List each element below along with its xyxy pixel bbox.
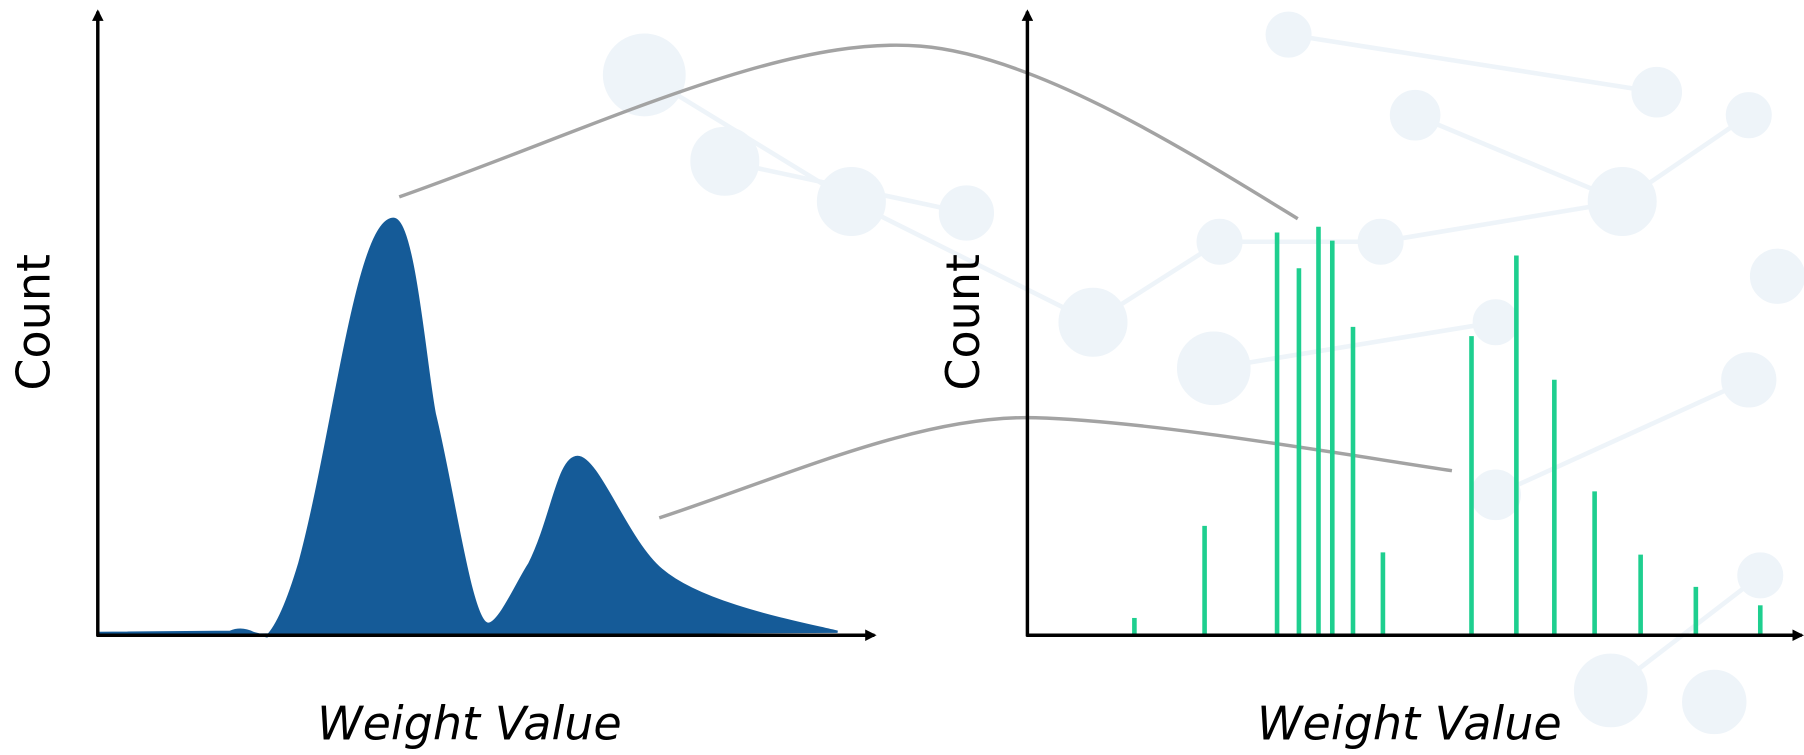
diagram: Count Weight Value Count Weight Value xyxy=(0,0,1804,755)
page: {"left_panel": {"y_label": "Count", "x_l… xyxy=(0,0,1804,755)
density-curve xyxy=(98,219,838,637)
x-axis-label: Weight Value xyxy=(1257,697,1562,751)
x-axis-label: Weight Value xyxy=(317,697,622,751)
y-axis-label: Count xyxy=(6,254,60,391)
quantized-spikes xyxy=(1134,227,1760,635)
y-axis-label: Count xyxy=(936,254,990,391)
